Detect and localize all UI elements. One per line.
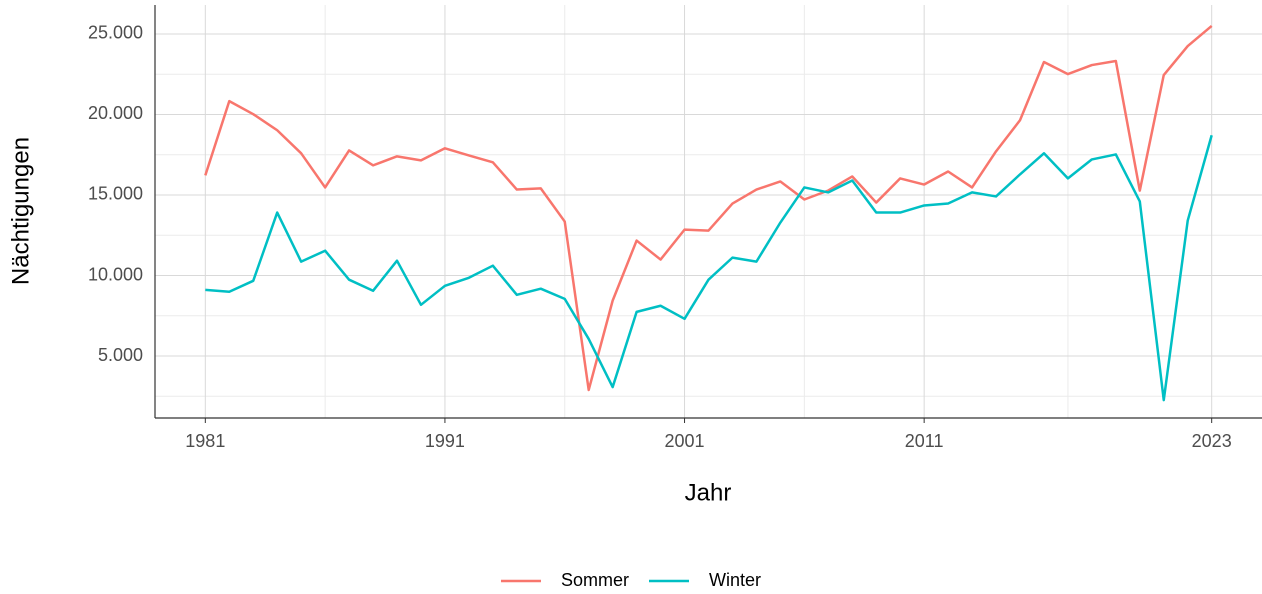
x-tick-label: 1981 [185, 431, 225, 451]
y-tick-label: 5.000 [98, 345, 143, 365]
series-line [204, 24, 1213, 392]
legend-label: Winter [709, 570, 761, 590]
x-axis-label: Jahr [685, 479, 732, 506]
series-line [205, 134, 1213, 402]
x-tick-label: 2023 [1192, 431, 1232, 451]
y-axis-label: Nächtigungen [7, 137, 34, 285]
y-tick-label: 10.000 [88, 264, 143, 284]
y-tick-label: 25.000 [88, 23, 143, 43]
y-tick-label: 20.000 [88, 103, 143, 123]
x-tick-label: 2001 [665, 431, 705, 451]
x-tick-label: 1991 [425, 431, 465, 451]
x-tick-label: 2011 [905, 431, 944, 451]
legend-label: Sommer [561, 570, 629, 590]
y-tick-label: 15.000 [88, 184, 143, 204]
